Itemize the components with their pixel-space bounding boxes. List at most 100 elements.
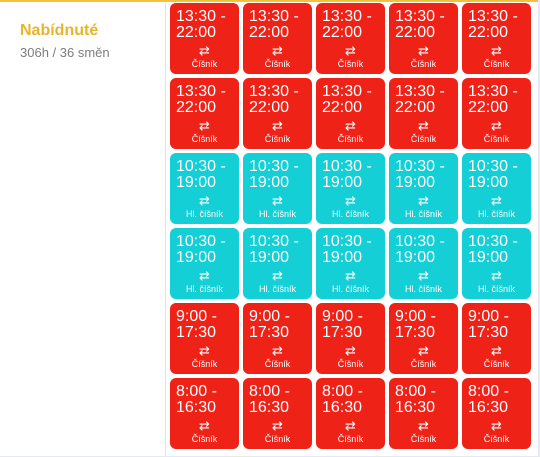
shift-time: 9:00 - 17:30 <box>395 308 436 341</box>
swap-arrows-icon[interactable]: ⇄ <box>491 119 502 134</box>
right-scroll-edge <box>538 0 540 457</box>
shift-time: 13:30 - 22:00 <box>249 8 299 41</box>
shift-time: 8:00 - 16:30 <box>395 383 436 416</box>
shift-time: 9:00 - 17:30 <box>468 308 509 341</box>
swap-arrows-icon[interactable]: ⇄ <box>199 194 210 209</box>
swap-arrows-icon[interactable]: ⇄ <box>345 194 356 209</box>
shift-role: Číšník <box>483 134 510 144</box>
shift-card[interactable]: 13:30 - 22:00 ⇄ Číšník <box>170 3 239 74</box>
shift-role: Číšník <box>410 59 437 69</box>
shift-role: Číšník <box>191 59 218 69</box>
swap-arrows-icon[interactable]: ⇄ <box>345 419 356 434</box>
swap-arrows-icon[interactable]: ⇄ <box>418 269 429 284</box>
shift-role: Číšník <box>337 359 364 369</box>
swap-arrows-icon[interactable]: ⇄ <box>418 44 429 59</box>
swap-arrows-icon[interactable]: ⇄ <box>418 344 429 359</box>
shift-card[interactable]: 10:30 - 19:00 ⇄ Hl. číšník <box>462 228 531 299</box>
shift-card[interactable]: 8:00 - 16:30 ⇄ Číšník <box>316 378 385 449</box>
swap-arrows-icon[interactable]: ⇄ <box>491 44 502 59</box>
shift-card[interactable]: 8:00 - 16:30 ⇄ Číšník <box>462 378 531 449</box>
swap-arrows-icon[interactable]: ⇄ <box>272 44 283 59</box>
shift-role: Číšník <box>191 434 218 444</box>
shift-time: 10:30 - 19:00 <box>322 158 372 191</box>
shift-role: Hl. číšník <box>185 209 223 219</box>
swap-arrows-icon[interactable]: ⇄ <box>272 269 283 284</box>
shift-card[interactable]: 8:00 - 16:30 ⇄ Číšník <box>389 378 458 449</box>
shift-time: 13:30 - 22:00 <box>322 83 372 116</box>
shift-card[interactable]: 13:30 - 22:00 ⇄ Číšník <box>170 78 239 149</box>
shift-card[interactable]: 9:00 - 17:30 ⇄ Číšník <box>170 303 239 374</box>
shift-role: Číšník <box>483 434 510 444</box>
shift-card[interactable]: 13:30 - 22:00 ⇄ Číšník <box>462 78 531 149</box>
shift-role: Hl. číšník <box>258 209 296 219</box>
shift-card[interactable]: 13:30 - 22:00 ⇄ Číšník <box>316 3 385 74</box>
shift-role: Číšník <box>264 134 291 144</box>
shift-card[interactable]: 9:00 - 17:30 ⇄ Číšník <box>462 303 531 374</box>
shift-time: 10:30 - 19:00 <box>395 158 445 191</box>
swap-arrows-icon[interactable]: ⇄ <box>418 419 429 434</box>
shift-role: Hl. číšník <box>404 209 442 219</box>
shift-role: Hl. číšník <box>185 284 223 294</box>
shift-card[interactable]: 10:30 - 19:00 ⇄ Hl. číšník <box>389 228 458 299</box>
shift-role: Číšník <box>337 59 364 69</box>
swap-arrows-icon[interactable]: ⇄ <box>491 344 502 359</box>
shift-time: 9:00 - 17:30 <box>176 308 217 341</box>
swap-arrows-icon[interactable]: ⇄ <box>199 419 210 434</box>
shift-time: 13:30 - 22:00 <box>322 8 372 41</box>
shift-card[interactable]: 8:00 - 16:30 ⇄ Číšník <box>170 378 239 449</box>
swap-arrows-icon[interactable]: ⇄ <box>345 44 356 59</box>
swap-arrows-icon[interactable]: ⇄ <box>418 119 429 134</box>
swap-arrows-icon[interactable]: ⇄ <box>345 344 356 359</box>
swap-arrows-icon[interactable]: ⇄ <box>491 194 502 209</box>
swap-arrows-icon[interactable]: ⇄ <box>199 344 210 359</box>
shift-card[interactable]: 10:30 - 19:00 ⇄ Hl. číšník <box>462 153 531 224</box>
swap-arrows-icon[interactable]: ⇄ <box>199 269 210 284</box>
shift-role: Číšník <box>337 134 364 144</box>
shift-role: Číšník <box>337 434 364 444</box>
shift-card[interactable]: 13:30 - 22:00 ⇄ Číšník <box>389 3 458 74</box>
swap-arrows-icon[interactable]: ⇄ <box>491 419 502 434</box>
shift-time: 8:00 - 16:30 <box>176 383 217 416</box>
shift-time: 9:00 - 17:30 <box>322 308 363 341</box>
swap-arrows-icon[interactable]: ⇄ <box>345 119 356 134</box>
swap-arrows-icon[interactable]: ⇄ <box>345 269 356 284</box>
shift-card[interactable]: 10:30 - 19:00 ⇄ Hl. číšník <box>170 228 239 299</box>
swap-arrows-icon[interactable]: ⇄ <box>418 194 429 209</box>
swap-arrows-icon[interactable]: ⇄ <box>199 119 210 134</box>
shift-card[interactable]: 13:30 - 22:00 ⇄ Číšník <box>389 78 458 149</box>
shift-time: 10:30 - 19:00 <box>176 233 226 266</box>
shift-role: Hl. číšník <box>258 284 296 294</box>
shift-card[interactable]: 9:00 - 17:30 ⇄ Číšník <box>389 303 458 374</box>
shift-time: 10:30 - 19:00 <box>249 233 299 266</box>
shift-time: 13:30 - 22:00 <box>176 83 226 116</box>
swap-arrows-icon[interactable]: ⇄ <box>272 119 283 134</box>
shift-role: Hl. číšník <box>331 284 369 294</box>
shift-time: 13:30 - 22:00 <box>249 83 299 116</box>
shift-card[interactable]: 8:00 - 16:30 ⇄ Číšník <box>243 378 312 449</box>
shift-role: Hl. číšník <box>477 209 515 219</box>
swap-arrows-icon[interactable]: ⇄ <box>272 194 283 209</box>
shift-card[interactable]: 13:30 - 22:00 ⇄ Číšník <box>243 3 312 74</box>
shift-role: Číšník <box>264 434 291 444</box>
shift-card[interactable]: 10:30 - 19:00 ⇄ Hl. číšník <box>243 228 312 299</box>
shift-card[interactable]: 13:30 - 22:00 ⇄ Číšník <box>316 78 385 149</box>
shift-card[interactable]: 13:30 - 22:00 ⇄ Číšník <box>243 78 312 149</box>
shift-card[interactable]: 10:30 - 19:00 ⇄ Hl. číšník <box>316 153 385 224</box>
shift-role: Číšník <box>410 134 437 144</box>
shift-time: 10:30 - 19:00 <box>249 158 299 191</box>
shift-time: 10:30 - 19:00 <box>468 158 518 191</box>
shift-card[interactable]: 10:30 - 19:00 ⇄ Hl. číšník <box>389 153 458 224</box>
section-stats: 306h / 36 směn <box>20 45 110 60</box>
swap-arrows-icon[interactable]: ⇄ <box>272 419 283 434</box>
swap-arrows-icon[interactable]: ⇄ <box>272 344 283 359</box>
shift-role: Hl. číšník <box>477 284 515 294</box>
shift-card[interactable]: 13:30 - 22:00 ⇄ Číšník <box>462 3 531 74</box>
shift-time: 10:30 - 19:00 <box>395 233 445 266</box>
shift-card[interactable]: 9:00 - 17:30 ⇄ Číšník <box>316 303 385 374</box>
shift-card[interactable]: 10:30 - 19:00 ⇄ Hl. číšník <box>316 228 385 299</box>
swap-arrows-icon[interactable]: ⇄ <box>199 44 210 59</box>
shift-card[interactable]: 10:30 - 19:00 ⇄ Hl. číšník <box>170 153 239 224</box>
shift-card[interactable]: 10:30 - 19:00 ⇄ Hl. číšník <box>243 153 312 224</box>
shift-card[interactable]: 9:00 - 17:30 ⇄ Číšník <box>243 303 312 374</box>
swap-arrows-icon[interactable]: ⇄ <box>491 269 502 284</box>
